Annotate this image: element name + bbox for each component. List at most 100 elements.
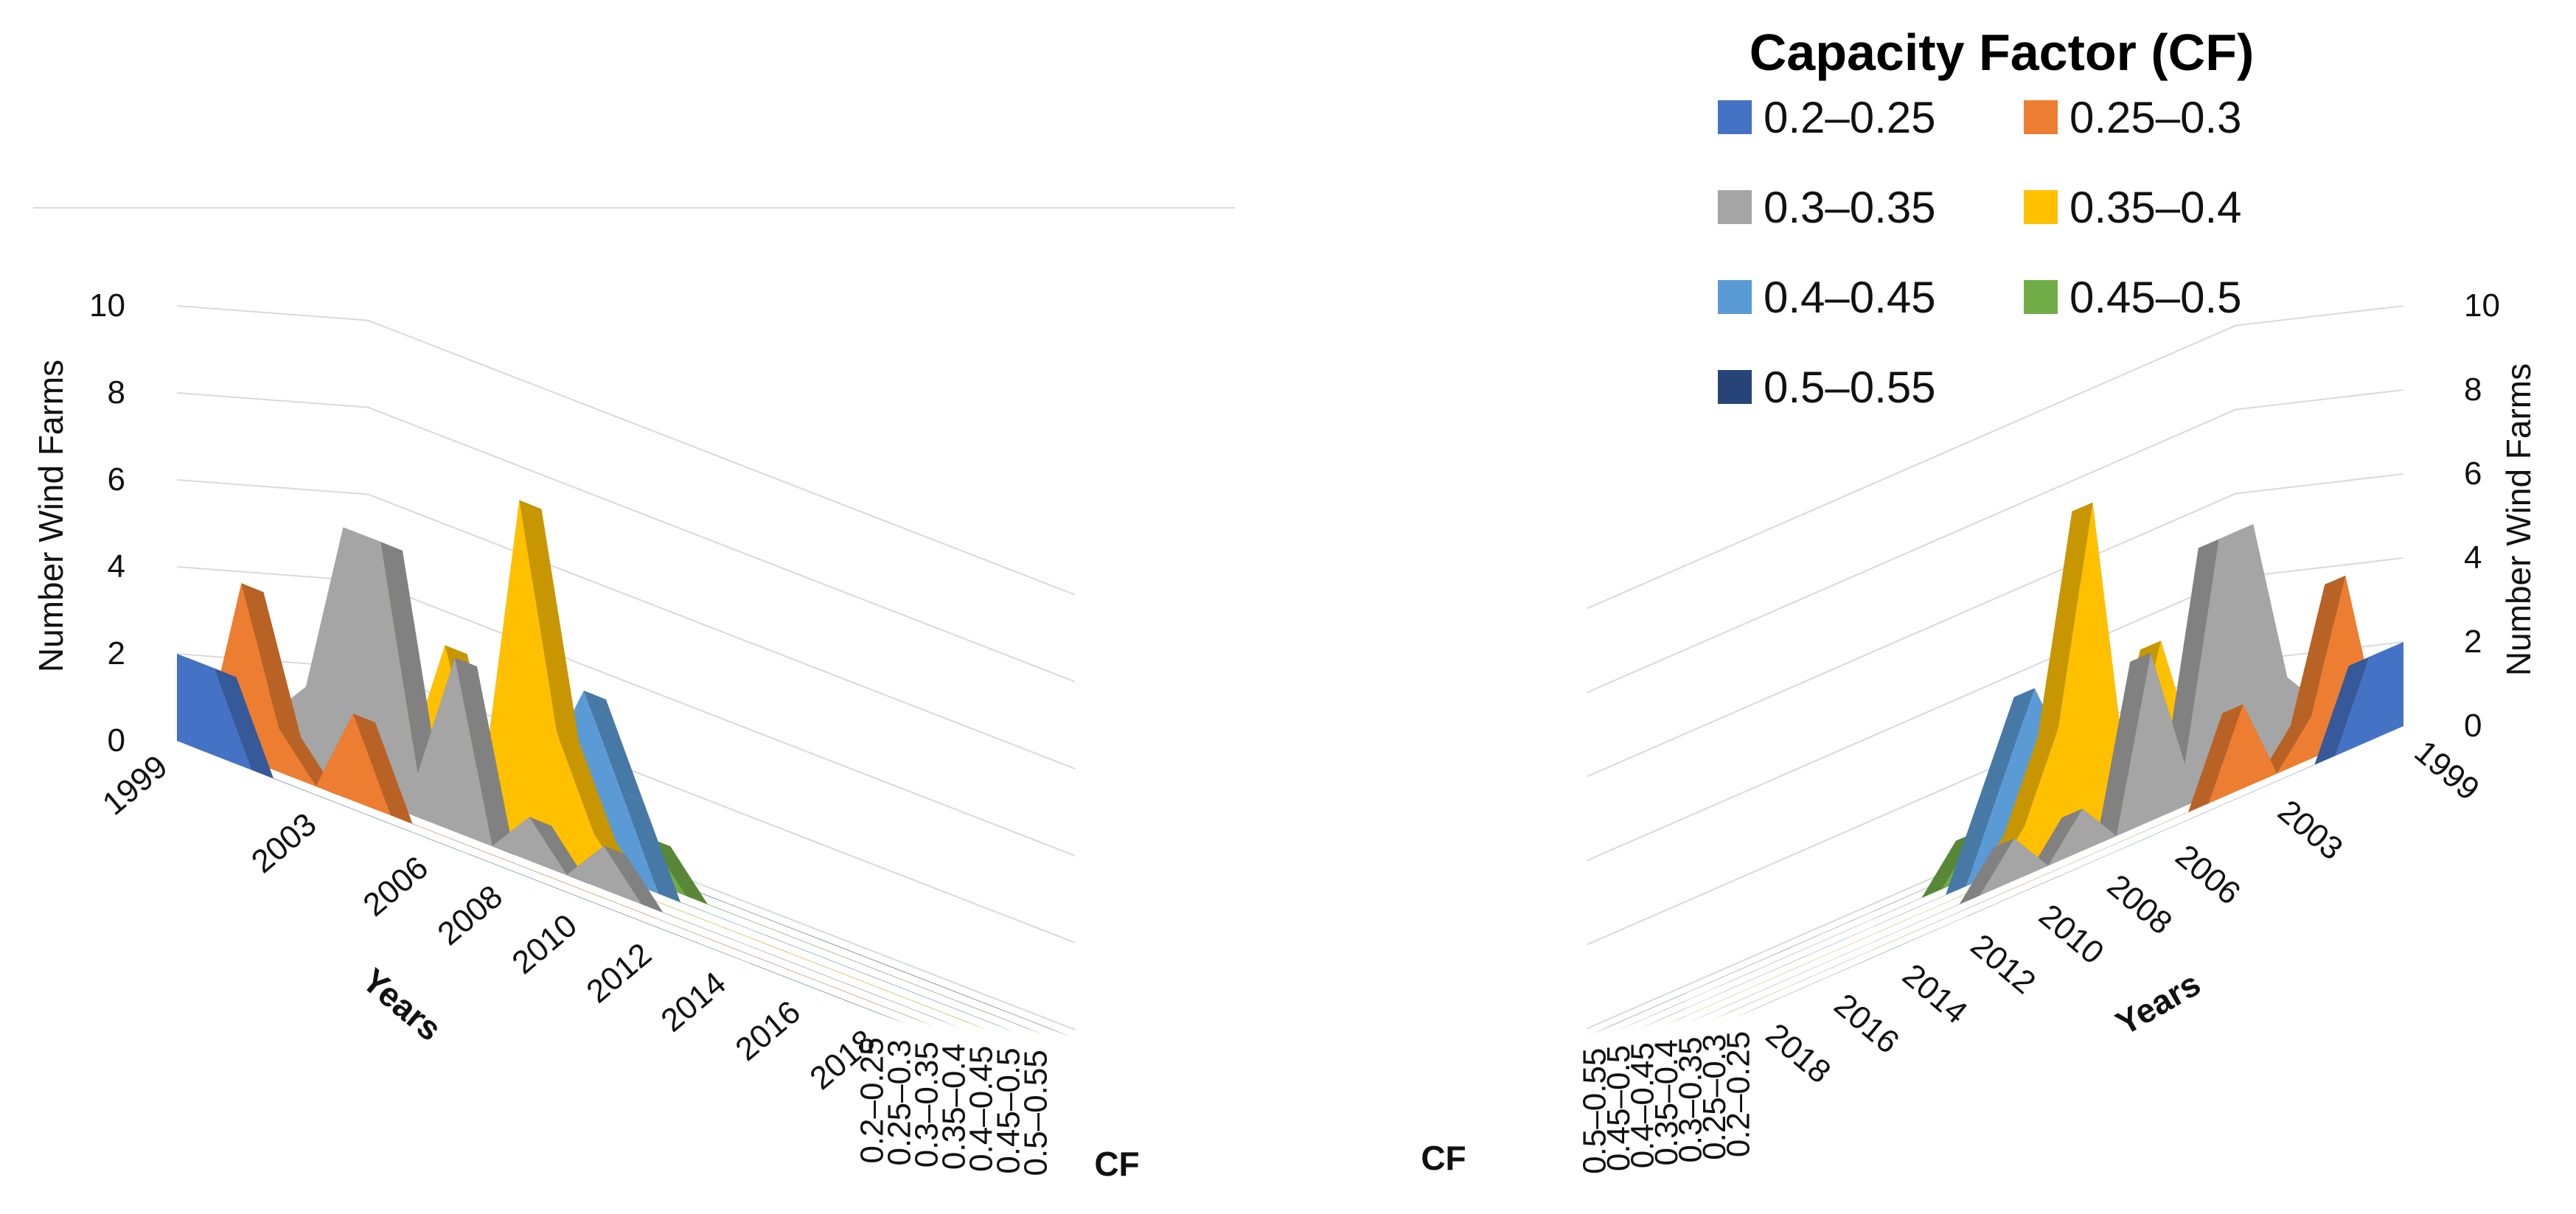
area-front-face: [286, 691, 994, 1024]
area-floor-strip: [232, 744, 961, 1028]
legend-label: 0.2–0.25: [1764, 93, 1936, 142]
gridline: [1587, 305, 2404, 610]
area-top-facet: [621, 792, 680, 903]
y-tick-label: 2: [2464, 624, 2482, 660]
area-top-facet: [2095, 652, 2151, 845]
area-top-facet: [1980, 688, 2035, 796]
area-floor-strip: [204, 742, 934, 1027]
cf-tick-label: 0.4–0.45: [1624, 1042, 1660, 1168]
area-floor-strip: [1734, 726, 2403, 1018]
cf-tick-label: 0.3–0.35: [909, 1042, 945, 1168]
area-top-facet: [241, 583, 301, 737]
area-top-facet: [648, 837, 708, 904]
x-tick-label: 1999: [96, 748, 174, 822]
gridline: [1587, 473, 2404, 778]
legend-item: 0.35–0.4: [2024, 183, 2242, 232]
area-top-facet: [557, 732, 616, 843]
x-tick-label: 2008: [2100, 868, 2179, 941]
area-top-facet: [2314, 657, 2370, 765]
series-group: [1590, 502, 2403, 1035]
x-tick-label: 2014: [654, 965, 732, 1039]
legend: Capacity Factor (CF) 0.2–0.25 0.25–0.3 0.3…: [1718, 24, 2254, 412]
legend-swatch: [1718, 190, 1752, 224]
legend-swatch: [1718, 100, 1752, 134]
gridline: [1587, 389, 2404, 694]
cf-tick-label: 0.5–0.55: [1576, 1048, 1612, 1174]
legend-swatch: [2024, 280, 2058, 314]
series-0-25-0-3: [204, 583, 934, 1027]
area-top-facet: [2027, 809, 2083, 875]
y-tick-label: 2: [108, 635, 125, 671]
area-top-facet: [2348, 642, 2403, 666]
area-top-facet: [455, 657, 515, 855]
right-3d-area-chart: 0 2 4 6 8 10 Number Wind Farms 1999 2003 20062008…: [1421, 287, 2538, 1177]
x-tick-label: 2006: [2168, 838, 2246, 912]
x-tick-label: 2016: [1827, 987, 1905, 1061]
legend-item: 0.25–0.3: [2024, 93, 2242, 142]
gridline: [176, 392, 1076, 683]
y-tick-label: 4: [108, 548, 125, 585]
y-tick-label: 10: [89, 287, 125, 324]
legend-label: 0.5–0.55: [1764, 363, 1936, 412]
area-top-facet: [2003, 728, 2059, 836]
y-tick-label: 4: [2464, 540, 2482, 576]
cf-axis-title: CF: [1094, 1145, 1139, 1183]
x-axis-title: Years: [355, 960, 449, 1048]
area-top-facet: [2290, 576, 2346, 726]
area-top-facet: [2038, 502, 2093, 736]
legend-swatch: [1718, 280, 1752, 314]
x-tick-label: 2016: [728, 994, 807, 1067]
cf-tick-label: 0.45–0.5: [991, 1047, 1027, 1173]
y-tick-label: 6: [108, 461, 125, 498]
y-tick-label: 0: [2464, 708, 2482, 744]
legend-label: 0.35–0.4: [2069, 183, 2242, 232]
area-top-facet: [1946, 787, 2001, 896]
cf-tick-label: 0.5–0.55: [1018, 1050, 1054, 1176]
cf-tick-label: 0.3–0.35: [1672, 1036, 1708, 1162]
cf-axis-title: CF: [1421, 1139, 1466, 1177]
y-axis-title: Number Wind Farms: [2499, 363, 2538, 676]
cf-tick-label: 0.35–0.4: [936, 1044, 972, 1170]
legend-item: 0.45–0.5: [2024, 273, 2242, 322]
legend-label: 0.4–0.45: [1764, 273, 1936, 322]
left-3d-area-chart: 0 2 4 6 8 10 Number Wind Farms 1999 2003 20062008…: [32, 207, 1235, 1183]
area-top-facet: [2188, 704, 2243, 812]
area-top-facet: [2164, 539, 2219, 773]
x-tick-label: 2010: [505, 907, 583, 981]
legend-item: 0.4–0.45: [1718, 273, 1936, 322]
legend-swatch: [1718, 370, 1752, 404]
x-tick-label: 2006: [356, 849, 434, 923]
legend-title: Capacity Factor (CF): [1750, 24, 2255, 81]
x-tick-label: 2008: [431, 879, 509, 952]
legend-item: 0.3–0.35: [1718, 183, 1936, 232]
y-tick-label: 10: [2464, 287, 2500, 324]
area-top-facet: [2198, 524, 2254, 548]
cf-tick-label: 0.4–0.45: [964, 1046, 1000, 1172]
x-axis-title: Years: [2109, 964, 2207, 1042]
area-top-facet: [604, 845, 664, 913]
area-top-facet: [519, 500, 579, 742]
area-top-facet: [1959, 838, 2014, 904]
area-top-facet: [214, 668, 274, 779]
legend-item: 0.2–0.25: [1718, 93, 1936, 142]
series-0-2-0-25: [1734, 642, 2403, 1018]
area-top-facet: [529, 817, 589, 884]
cf-tick-label: 0.25–0.3: [882, 1039, 918, 1165]
gridline: [176, 305, 1076, 596]
legend-swatch: [2024, 100, 2058, 134]
x-tick-label: 2010: [2032, 897, 2110, 971]
area-floor-strip: [177, 741, 907, 1025]
y-tick-label: 6: [2464, 456, 2482, 492]
legend-label: 0.45–0.5: [2069, 273, 2242, 322]
legend-swatch: [2024, 190, 2058, 224]
cf-tick-label: 0.35–0.4: [1649, 1039, 1685, 1165]
x-tick-label: 2012: [1964, 927, 2042, 1001]
x-tick-label: 2003: [245, 806, 323, 880]
x-tick-label: 2018: [1759, 1016, 1837, 1090]
series-0-2-0-25: [177, 654, 907, 1025]
legend-label: 0.3–0.35: [1764, 183, 1936, 232]
cf-tick-label: 0.2–0.25: [1720, 1031, 1756, 1157]
y-tick-label: 0: [108, 722, 125, 758]
x-tick-label: 1999: [2408, 733, 2486, 807]
